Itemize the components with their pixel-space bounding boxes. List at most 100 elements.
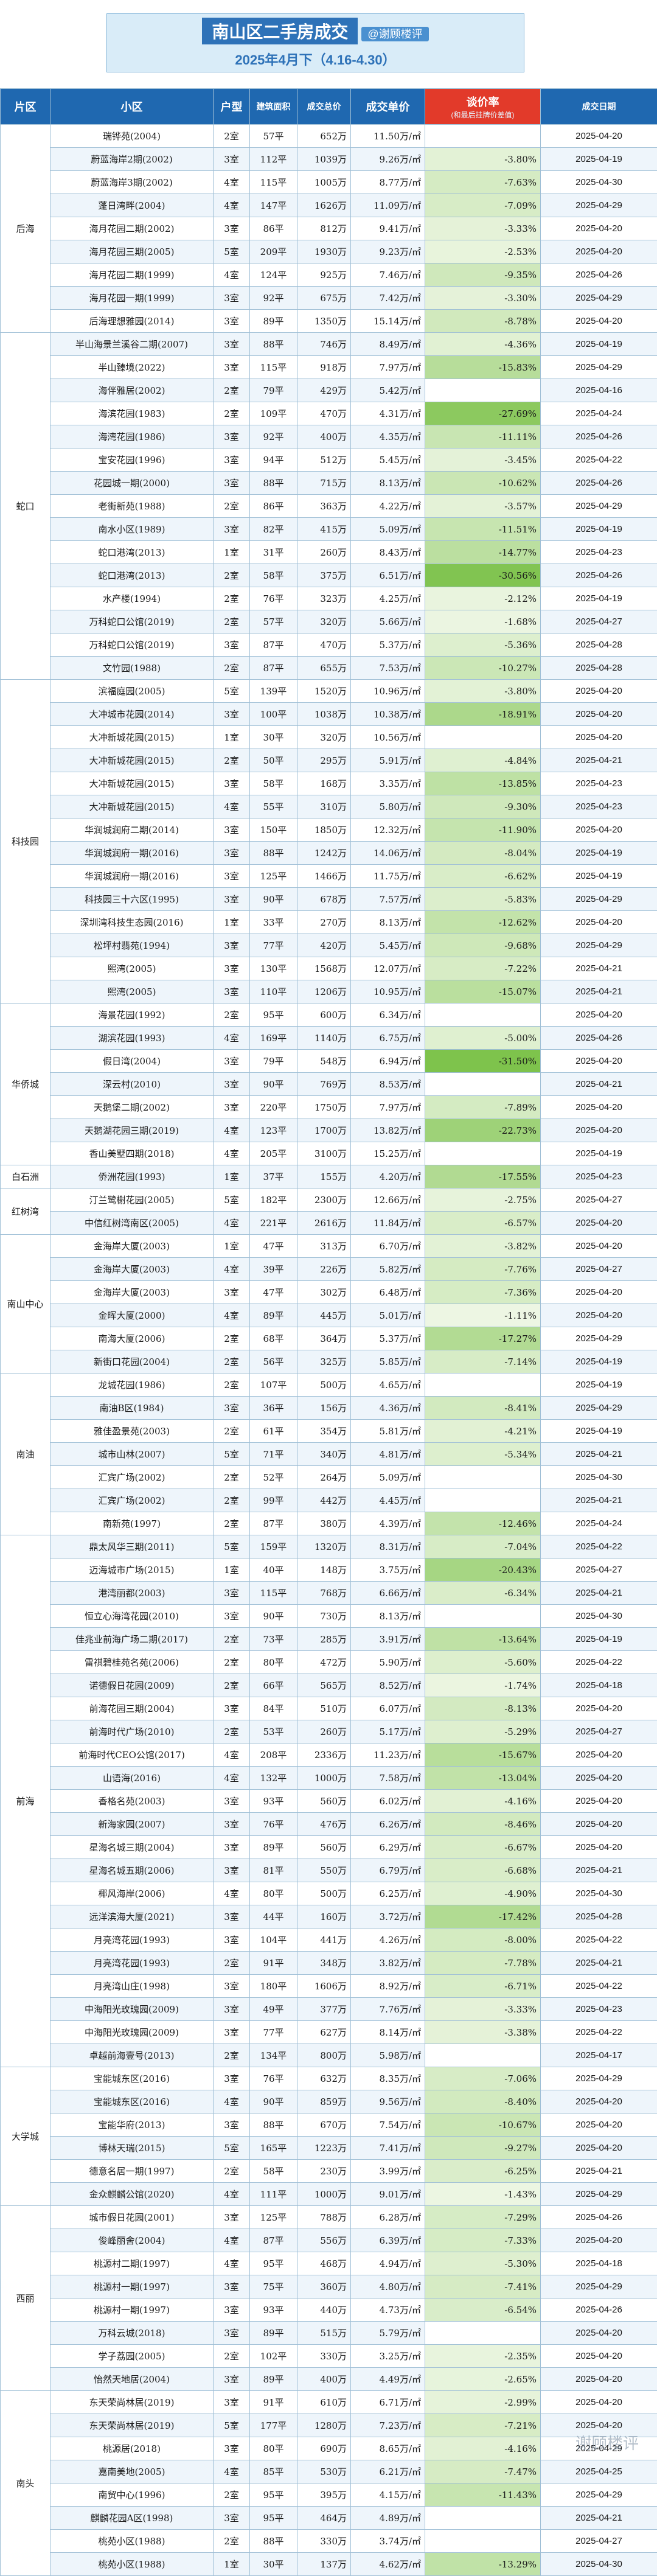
district-cell: 前海 — [1, 1535, 50, 2067]
area-cell: 91平 — [250, 1952, 297, 1975]
type-cell: 5室 — [214, 1535, 250, 1559]
total-price-cell: 354万 — [297, 1420, 351, 1443]
total-price-cell: 441万 — [297, 1929, 351, 1952]
area-cell: 66平 — [250, 1674, 297, 1697]
date-cell: 2025-04-20 — [541, 2345, 657, 2368]
header-district: 片区 — [1, 89, 50, 125]
date-cell: 2025-04-29 — [541, 2484, 657, 2507]
discount-cell: -6.57% — [425, 1212, 541, 1235]
total-price-cell: 560万 — [297, 1790, 351, 1813]
type-cell: 3室 — [214, 333, 250, 356]
discount-cell: -7.04% — [425, 1535, 541, 1559]
unit-price-cell: 15.25万/㎡ — [351, 1142, 425, 1165]
type-cell: 4室 — [214, 1258, 250, 1281]
type-cell: 4室 — [214, 1027, 250, 1050]
community-cell: 半山臻境(2022) — [50, 356, 214, 379]
unit-price-cell: 4.45万/㎡ — [351, 1489, 425, 1512]
area-cell: 88平 — [250, 842, 297, 865]
date-cell: 2025-04-28 — [541, 1905, 657, 1929]
area-cell: 89平 — [250, 1836, 297, 1859]
community-cell: 假日湾(2004) — [50, 1050, 214, 1073]
unit-price-cell: 3.99万/㎡ — [351, 2160, 425, 2183]
area-cell: 50平 — [250, 749, 297, 772]
community-cell: 科技园三十六区(1995) — [50, 888, 214, 911]
area-cell: 92平 — [250, 287, 297, 310]
community-cell: 前海花园三期(2004) — [50, 1697, 214, 1720]
community-cell: 恒立心海湾花园(2010) — [50, 1605, 214, 1628]
area-cell: 89平 — [250, 2322, 297, 2345]
discount-cell: -5.00% — [425, 1027, 541, 1050]
total-price-cell: 812万 — [297, 217, 351, 240]
unit-price-cell: 8.92万/㎡ — [351, 1975, 425, 1998]
discount-cell: -4.21% — [425, 1420, 541, 1443]
unit-price-cell: 8.49万/㎡ — [351, 333, 425, 356]
community-cell: 海月花园一期(1999) — [50, 287, 214, 310]
discount-cell — [425, 1073, 541, 1096]
total-price-cell: 323万 — [297, 587, 351, 610]
discount-cell — [425, 2322, 541, 2345]
unit-price-cell: 6.71万/㎡ — [351, 2391, 425, 2414]
date-cell: 2025-04-29 — [541, 287, 657, 310]
unit-price-cell: 7.76万/㎡ — [351, 1998, 425, 2021]
total-price-cell: 565万 — [297, 1674, 351, 1697]
date-cell: 2025-04-22 — [541, 1975, 657, 1998]
discount-cell: -7.22% — [425, 957, 541, 980]
area-cell: 99平 — [250, 1489, 297, 1512]
area-cell: 134平 — [250, 2044, 297, 2067]
total-price-cell: 768万 — [297, 1582, 351, 1605]
unit-price-cell: 11.84万/㎡ — [351, 1212, 425, 1235]
date-cell: 2025-04-23 — [541, 541, 657, 564]
discount-cell: -7.41% — [425, 2275, 541, 2299]
district-cell: 华侨城 — [1, 1004, 50, 1165]
total-price-cell: 1242万 — [297, 842, 351, 865]
unit-price-cell: 4.26万/㎡ — [351, 1929, 425, 1952]
community-cell: 雷祺碧桂苑名苑(2006) — [50, 1651, 214, 1674]
unit-price-cell: 7.23万/㎡ — [351, 2414, 425, 2437]
date-cell: 2025-04-26 — [541, 564, 657, 587]
community-cell: 万科蛇口公馆(2019) — [50, 634, 214, 657]
discount-cell: -8.04% — [425, 842, 541, 865]
unit-price-cell: 4.80万/㎡ — [351, 2275, 425, 2299]
area-cell: 33平 — [250, 911, 297, 934]
total-price-cell: 925万 — [297, 264, 351, 287]
date-cell: 2025-04-20 — [541, 1697, 657, 1720]
area-cell: 221平 — [250, 1212, 297, 1235]
area-cell: 80平 — [250, 1651, 297, 1674]
unit-price-cell: 10.96万/㎡ — [351, 680, 425, 703]
date-cell: 2025-04-26 — [541, 1027, 657, 1050]
type-cell: 3室 — [214, 217, 250, 240]
area-cell: 100平 — [250, 703, 297, 726]
unit-price-cell: 4.94万/㎡ — [351, 2252, 425, 2275]
type-cell: 5室 — [214, 680, 250, 703]
discount-cell: -2.99% — [425, 2391, 541, 2414]
unit-price-cell: 8.53万/㎡ — [351, 1073, 425, 1096]
discount-cell: -2.12% — [425, 587, 541, 610]
unit-price-cell: 5.66万/㎡ — [351, 610, 425, 634]
total-price-cell: 420万 — [297, 934, 351, 957]
total-price-cell: 155万 — [297, 1165, 351, 1189]
discount-cell: -8.41% — [425, 1397, 541, 1420]
unit-price-cell: 4.31万/㎡ — [351, 402, 425, 425]
community-cell: 海月花园二期(2002) — [50, 217, 214, 240]
total-price-cell: 226万 — [297, 1258, 351, 1281]
discount-cell: -5.83% — [425, 888, 541, 911]
type-cell: 2室 — [214, 125, 250, 148]
title-box: 南山区二手房成交@谢顾楼评 2025年4月下（4.16-4.30） — [106, 13, 524, 72]
area-cell: 88平 — [250, 2530, 297, 2553]
community-cell: 远洋滨海大厦(2021) — [50, 1905, 214, 1929]
watermark: 谢顾楼评 — [575, 2431, 639, 2454]
type-cell: 2室 — [214, 1327, 250, 1350]
